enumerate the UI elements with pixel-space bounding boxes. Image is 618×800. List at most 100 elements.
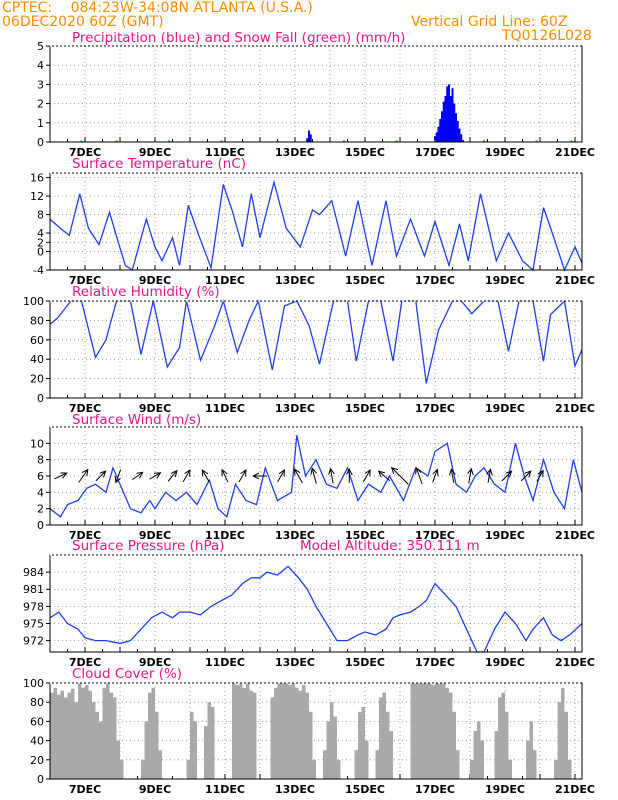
cloud-xtick-label: 19DEC <box>485 783 525 796</box>
precip-bar <box>343 140 345 142</box>
wind-arrow <box>132 472 142 481</box>
precip-bar <box>435 132 438 142</box>
cloud-bar <box>533 750 537 779</box>
rh-ytick-label: 20 <box>30 373 44 386</box>
precip-xtick-label: 9DEC <box>139 146 171 159</box>
precip-ytick-label: 2 <box>37 98 44 111</box>
rh-ytick-label: 0 <box>37 392 44 405</box>
temp-xtick-label: 21DEC <box>555 274 595 287</box>
wind-xtick-label: 19DEC <box>485 529 525 542</box>
cloud-bar <box>99 721 103 779</box>
cloud-bar <box>232 683 236 779</box>
cloud-bar <box>120 759 124 779</box>
pressure-ytick-label: 981 <box>23 583 44 596</box>
wind-arrow <box>312 468 316 484</box>
wind-arrow <box>182 470 190 483</box>
cloud-bar <box>155 711 159 779</box>
precip-bar <box>308 130 310 142</box>
cloud-bar <box>95 711 99 779</box>
pressure-xtick-label: 9DEC <box>139 656 171 669</box>
precip-bar <box>442 101 445 142</box>
precip-bar <box>220 140 223 142</box>
cloud-bar <box>501 692 505 779</box>
precip-bar <box>456 120 459 142</box>
precip-xtick-label: 17DEC <box>415 146 455 159</box>
temp-ytick-label: 2 <box>37 236 44 249</box>
wind-arrow <box>202 470 210 483</box>
cloud-xtick-label: 17DEC <box>415 783 455 796</box>
wind-arrow <box>362 470 370 483</box>
wind-xtick-label: 13DEC <box>275 529 315 542</box>
precip-xtick-label: 11DEC <box>205 146 245 159</box>
pressure-xtick-label: 15DEC <box>345 656 385 669</box>
cloud-xtick-label: 7DEC <box>69 783 101 796</box>
cloud-bar <box>274 687 278 779</box>
cloud-bar <box>211 707 215 779</box>
wind-arrow <box>469 469 472 484</box>
wind-arrow <box>78 469 88 483</box>
cloud-bar <box>389 731 393 779</box>
rh-xtick-label: 17DEC <box>415 402 455 415</box>
cloud-bar <box>235 684 239 779</box>
cloud-bar <box>81 687 85 779</box>
wind-arrow <box>451 469 453 483</box>
cloud-bar <box>151 687 155 779</box>
cloud-bar <box>361 707 365 779</box>
precip-bar <box>168 140 170 142</box>
precip-bar <box>460 134 463 142</box>
wind-arrow <box>330 469 333 484</box>
cloud-bar <box>421 683 425 779</box>
pressure-ytick-label: 978 <box>23 600 44 613</box>
cloud-bar <box>193 721 197 779</box>
precip-bar <box>434 136 436 142</box>
cloud-bar <box>508 759 512 779</box>
pressure-xtick-label: 7DEC <box>69 656 101 669</box>
model-code: TQ0126L028 <box>502 28 592 44</box>
precip-ytick-label: 3 <box>37 78 44 91</box>
cloud-bar <box>239 683 243 779</box>
cloud-bar <box>50 692 54 779</box>
cloud-bar <box>141 759 145 779</box>
cloud-bar <box>60 690 64 779</box>
cloud-bar <box>505 711 509 779</box>
pressure-xtick-label: 21DEC <box>555 656 595 669</box>
cloud-bar <box>498 697 502 779</box>
cloud-bar <box>186 759 190 779</box>
cloud-bar <box>470 759 474 779</box>
cloud-xtick-label: 13DEC <box>275 783 315 796</box>
precip-bar <box>437 126 440 142</box>
rh-ytick-label: 100 <box>23 295 44 308</box>
cloud-bar <box>424 683 428 779</box>
precip-bar <box>434 140 436 142</box>
wind-xtick-label: 15DEC <box>345 529 385 542</box>
cloud-bar <box>358 711 362 779</box>
temp-ytick-label: -4 <box>33 264 44 277</box>
cloud-bar <box>323 750 327 779</box>
rh-series-line <box>49 298 583 384</box>
cloud-bar <box>449 692 453 779</box>
cloud-bar <box>494 731 498 779</box>
wind-ytick-label: 0 <box>37 519 44 532</box>
wind-arrow <box>149 473 161 480</box>
pressure-xtick-label: 17DEC <box>415 656 455 669</box>
cloud-bar <box>277 683 281 779</box>
cloud-bar <box>309 711 313 779</box>
wind-arrow <box>520 471 531 482</box>
cloud-bar <box>106 683 110 779</box>
temp-frame <box>49 172 583 271</box>
precip-ytick-label: 1 <box>37 117 44 130</box>
cloud-xtick-label: 15DEC <box>345 783 385 796</box>
cloud-bar <box>410 683 414 779</box>
temp-xtick-label: 17DEC <box>415 274 455 287</box>
cloud-bar <box>365 740 369 779</box>
temp-ytick-label: 4 <box>37 227 44 240</box>
precip-bar <box>483 140 485 142</box>
rh-xtick-label: 9DEC <box>139 402 171 415</box>
cloud-bar <box>116 740 120 779</box>
temp-ytick-label: 16 <box>30 172 44 185</box>
pressure-ytick-label: 975 <box>23 617 44 630</box>
rh-ytick-label: 80 <box>30 314 44 327</box>
wind-arrow <box>222 470 229 483</box>
precip-bar <box>446 86 449 142</box>
